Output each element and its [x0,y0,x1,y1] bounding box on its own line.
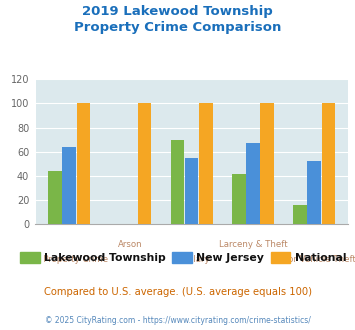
Text: Motor Vehicle Theft: Motor Vehicle Theft [272,255,355,264]
Bar [293,205,307,224]
Bar [232,174,246,224]
Bar [48,171,62,224]
Text: Larceny & Theft: Larceny & Theft [219,240,287,249]
Bar [171,140,184,224]
Bar [138,103,151,224]
Bar [62,147,76,224]
Text: Arson: Arson [118,240,143,249]
Text: © 2025 CityRating.com - https://www.cityrating.com/crime-statistics/: © 2025 CityRating.com - https://www.city… [45,315,310,325]
Legend: Lakewood Township, New Jersey, National: Lakewood Township, New Jersey, National [16,248,350,268]
Text: 2019 Lakewood Township
Property Crime Comparison: 2019 Lakewood Township Property Crime Co… [74,5,281,34]
Bar [77,103,90,224]
Bar [307,161,321,224]
Text: Compared to U.S. average. (U.S. average equals 100): Compared to U.S. average. (U.S. average … [44,287,311,297]
Bar [260,103,274,224]
Bar [185,158,198,224]
Text: All Property Crime: All Property Crime [30,255,108,264]
Text: Burglary: Burglary [173,255,210,264]
Bar [199,103,213,224]
Bar [246,143,260,224]
Bar [322,103,335,224]
